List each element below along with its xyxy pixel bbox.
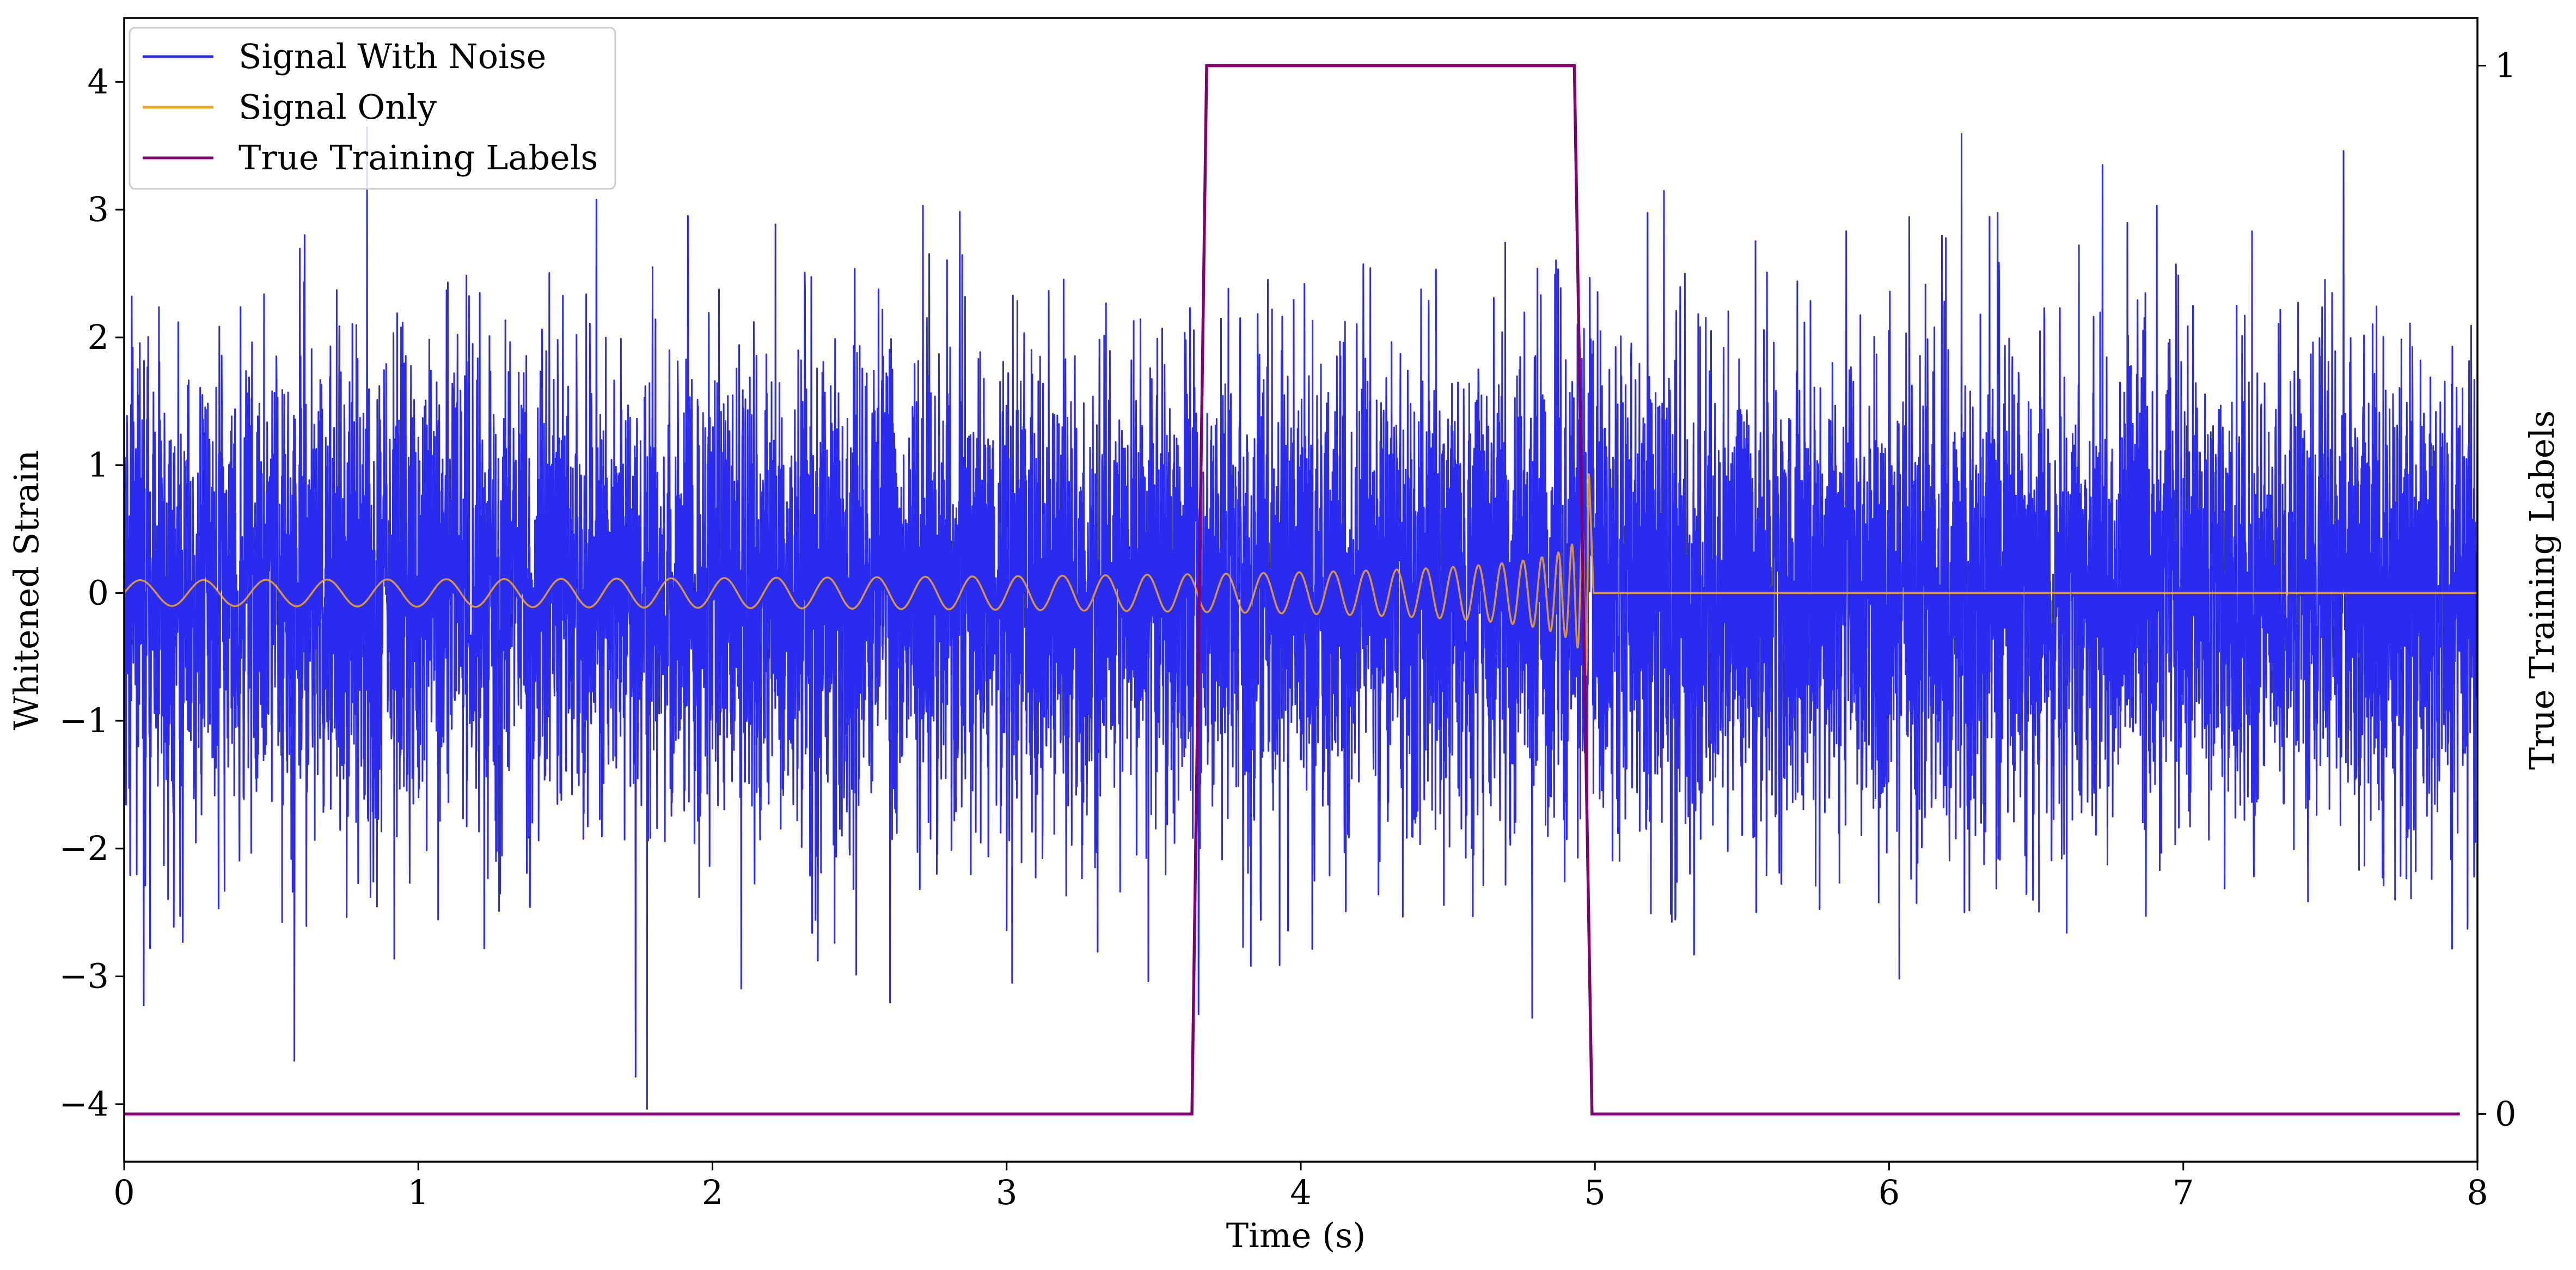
y-tick-label: −3 [59,956,109,996]
right-y-axis-title: True Training Labels [2522,410,2562,770]
plot-area [124,64,2477,1116]
y-tick-label: −2 [59,829,109,868]
legend-label-true-training-labels: True Training Labels [238,138,598,177]
x-axis-ticks: 0 1 2 3 4 5 6 7 8 [113,1162,2488,1212]
right-y-tick-label: 0 [2495,1094,2516,1133]
y-tick-label: −1 [59,701,109,740]
y-tick-label: 1 [88,445,109,485]
x-tick-label: 4 [1290,1173,1311,1212]
series-line-signal-with-noise [124,126,2477,1110]
x-tick-label: 0 [113,1173,134,1212]
x-tick-label: 7 [2173,1173,2194,1212]
y-axis-title: Whitened Strain [7,450,46,731]
series-line-true-training-labels [124,64,2460,1116]
x-tick-label: 5 [1584,1173,1606,1212]
y-tick-label: −4 [59,1084,109,1124]
right-y-tick-label: 1 [2495,46,2516,85]
x-tick-label: 6 [1879,1173,1900,1212]
y-axis-ticks: −4 −3 −2 −1 0 1 2 3 4 [59,62,124,1124]
legend-label-signal-with-noise: Signal With Noise [238,36,546,76]
y-tick-label: 3 [88,189,109,229]
right-y-axis-ticks: 01 [2477,46,2516,1133]
x-tick-label: 3 [996,1173,1017,1212]
legend-box [129,27,616,190]
x-tick-label: 2 [702,1173,723,1212]
y-tick-label: 0 [88,573,109,612]
x-axis-title: Time (s) [1226,1216,1366,1255]
legend: Signal With Noise Signal Only True Train… [129,27,616,190]
y-tick-label: 4 [88,62,109,101]
x-tick-label: 1 [408,1173,429,1212]
series-line-signal-only [124,473,2477,676]
y-tick-label: 2 [88,317,109,357]
x-tick-label: 8 [2467,1173,2488,1212]
legend-label-signal-only: Signal Only [238,87,437,127]
